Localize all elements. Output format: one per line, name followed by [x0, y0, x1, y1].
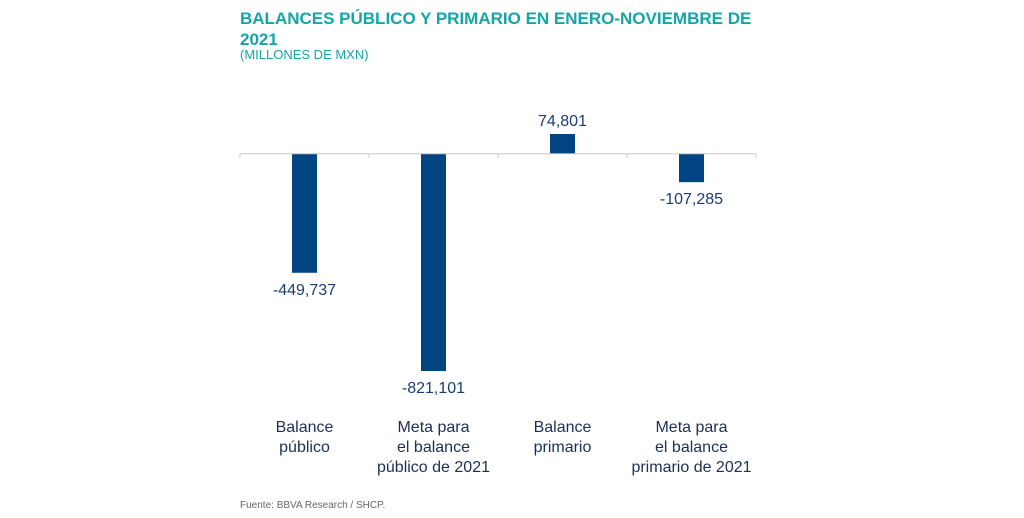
category-label: Balance primario: [534, 419, 592, 456]
data-label: -107,285: [660, 191, 723, 208]
chart-title: BALANCES PÚBLICO Y PRIMARIO EN ENERO-NOV…: [240, 9, 752, 49]
category-label: Meta para el balance público de 2021: [377, 419, 490, 476]
bar: [421, 153, 446, 371]
data-label: 74,801: [538, 113, 587, 130]
data-label: -449,737: [273, 282, 336, 299]
bar: [550, 134, 575, 154]
category-label: Meta para el balance primario de 2021: [631, 419, 751, 476]
chart-subtitle: (MILLONES DE MXN): [240, 47, 369, 62]
source-note: Fuente: BBVA Research / SHCP.: [240, 500, 386, 511]
data-label: -821,101: [402, 380, 465, 397]
category-label: Balance público: [276, 419, 334, 456]
bar: [679, 153, 704, 183]
bar: [292, 153, 317, 273]
